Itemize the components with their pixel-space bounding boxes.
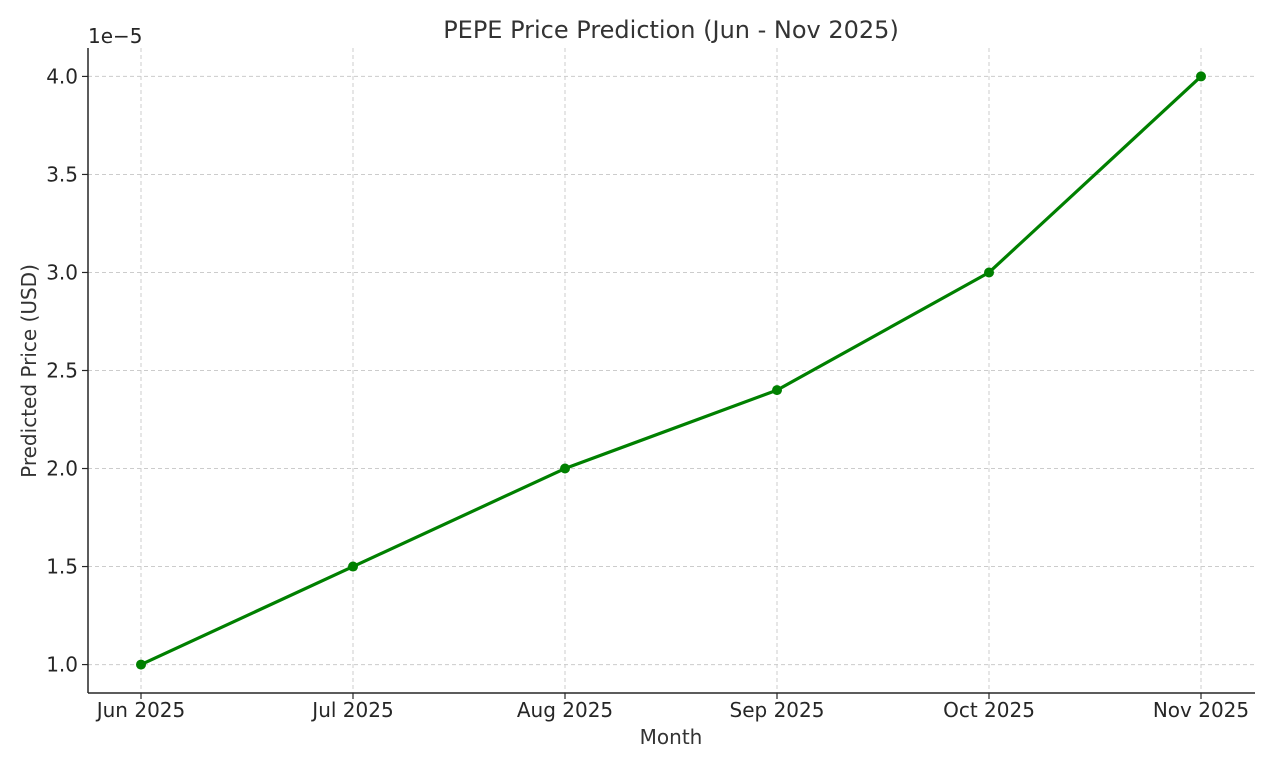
data-point xyxy=(348,561,358,572)
ticks: Jun 2025 Jul 2025 Aug 2025 Sep 2025 Oct 2025… xyxy=(46,64,1249,722)
y-tick-label: 2.0 xyxy=(46,457,78,481)
x-tick-label: Sep 2025 xyxy=(730,698,825,722)
x-tick-label: Aug 2025 xyxy=(517,698,613,722)
data-point xyxy=(772,385,782,396)
y-tick-label: 4.0 xyxy=(46,64,78,88)
x-tick-label: Jun 2025 xyxy=(95,698,186,722)
y-tick-label: 3.5 xyxy=(46,162,78,186)
x-tick-label: Jul 2025 xyxy=(310,698,393,722)
y-tick-label: 3.0 xyxy=(46,260,78,284)
series xyxy=(136,71,1206,670)
y-axis-offset-label: 1e−5 xyxy=(88,24,143,48)
data-point xyxy=(1196,71,1206,82)
chart-title: PEPE Price Prediction (Jun - Nov 2025) xyxy=(443,16,899,44)
grid xyxy=(88,48,1255,693)
y-tick-label: 1.5 xyxy=(46,555,78,579)
data-point xyxy=(560,463,570,474)
x-tick-label: Oct 2025 xyxy=(943,698,1035,722)
y-tick-label: 2.5 xyxy=(46,359,78,383)
data-point xyxy=(984,267,994,278)
x-axis-label: Month xyxy=(640,725,703,749)
y-axis-label: Predicted Price (USD) xyxy=(17,264,41,478)
y-tick-label: 1.0 xyxy=(46,653,78,677)
x-tick-label: Nov 2025 xyxy=(1153,698,1249,722)
data-point xyxy=(136,659,146,670)
series-line xyxy=(139,74,1203,667)
